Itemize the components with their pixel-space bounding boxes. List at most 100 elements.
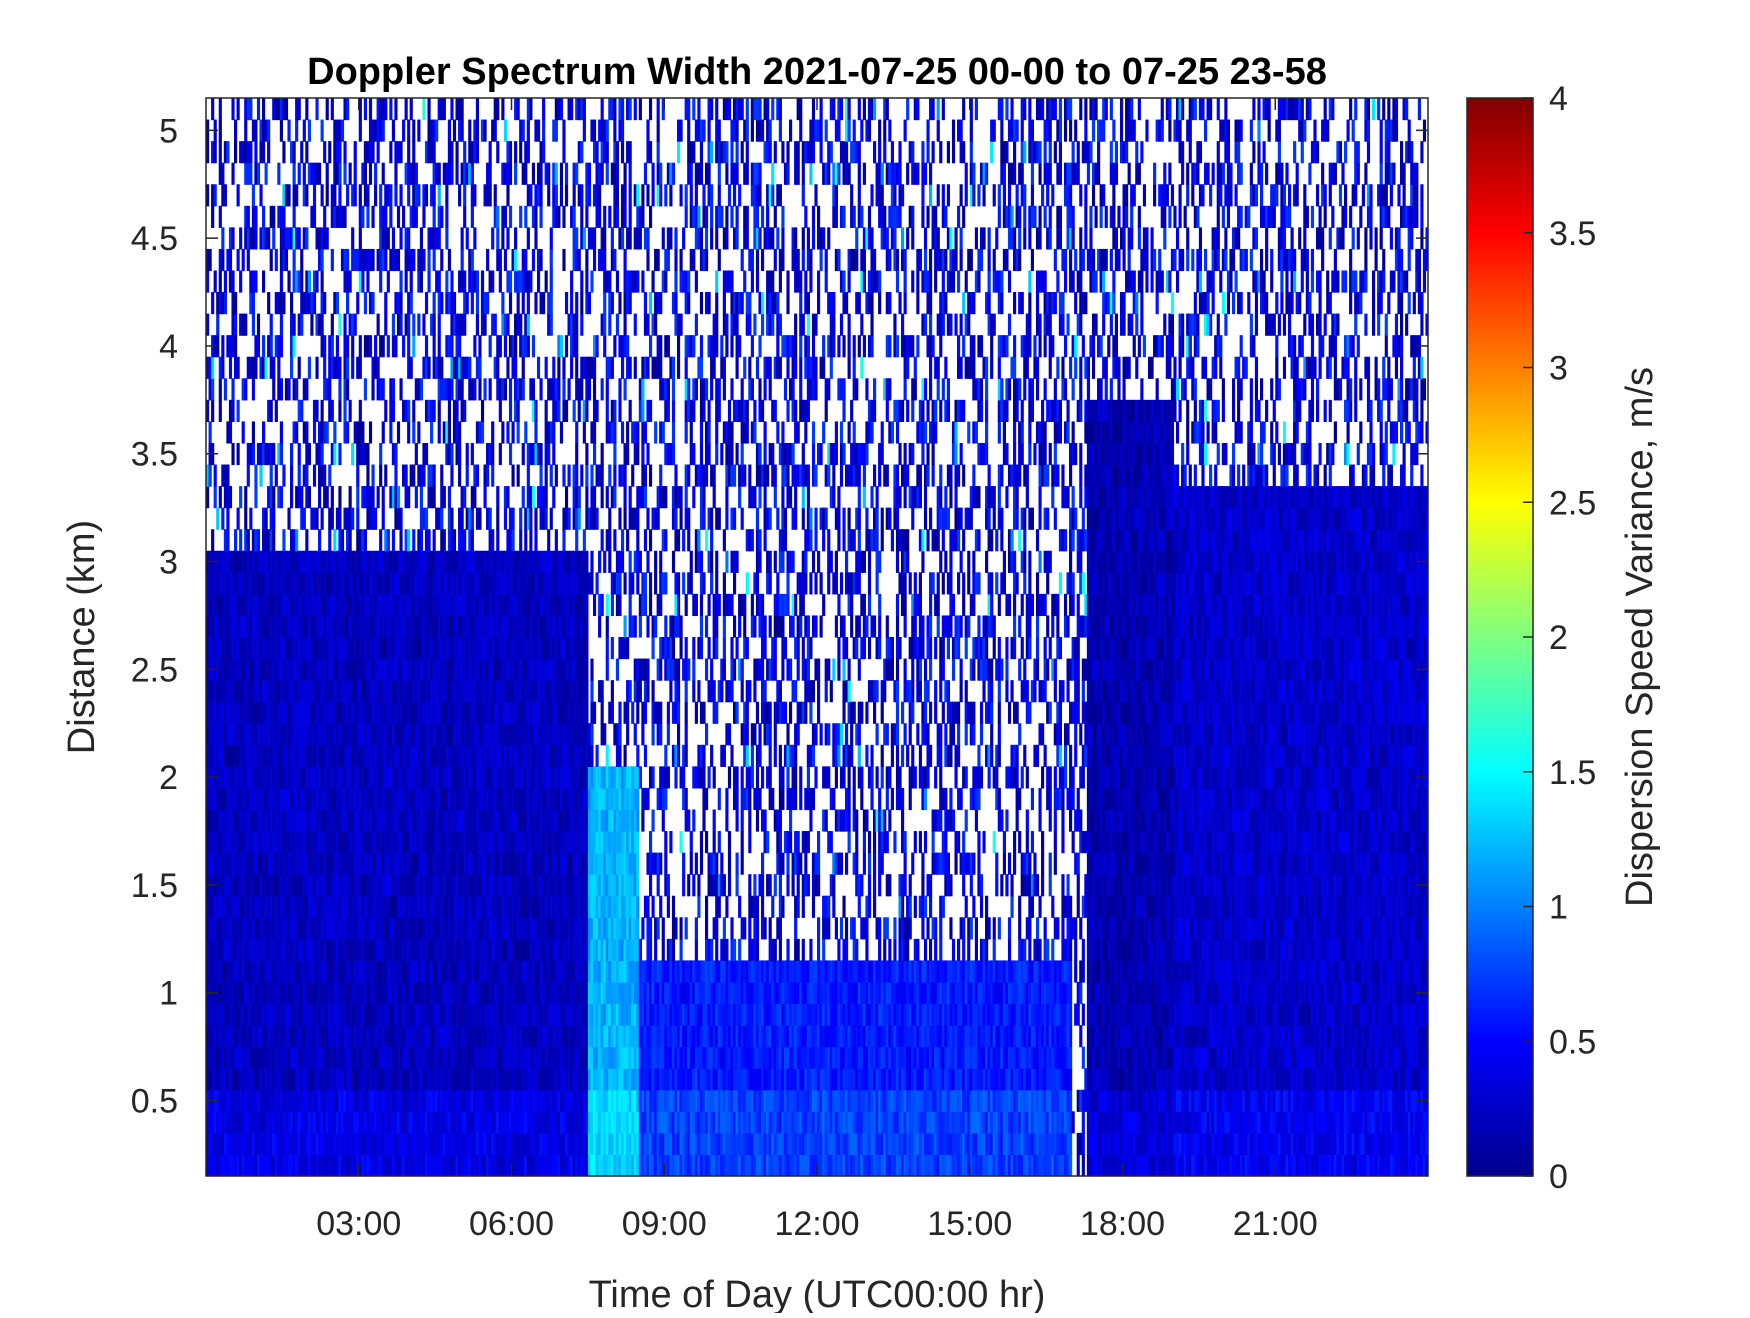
heatmap-cell	[389, 1132, 393, 1156]
heatmap-cell	[269, 960, 273, 983]
heatmap-cell	[333, 442, 337, 466]
heatmap-cell	[404, 1003, 408, 1026]
heatmap-cell	[363, 335, 367, 358]
heatmap-cell	[486, 593, 490, 617]
heatmap-cell	[483, 1025, 487, 1048]
heatmap-cell	[404, 486, 408, 509]
heatmap-cell	[284, 744, 289, 767]
heatmap-cell	[333, 205, 337, 228]
heatmap-cell	[422, 960, 426, 983]
heatmap-cell	[381, 1046, 385, 1069]
heatmap-cell	[356, 1089, 360, 1112]
heatmap-cell	[399, 529, 403, 552]
heatmap-cell	[267, 658, 271, 681]
heatmap-cell	[430, 227, 434, 250]
heatmap-cell	[435, 550, 439, 573]
heatmap-cell	[262, 507, 266, 530]
heatmap-cell	[295, 550, 299, 573]
heatmap-cell	[407, 313, 411, 336]
heatmap-cell	[287, 507, 291, 530]
heatmap-cell	[333, 874, 337, 897]
heatmap-cell	[297, 98, 301, 121]
heatmap-cell	[389, 593, 393, 617]
heatmap-cell	[279, 852, 283, 875]
heatmap-cell	[272, 938, 276, 961]
heatmap-cell	[475, 593, 480, 617]
heatmap-cell	[491, 831, 495, 854]
heatmap-cell	[234, 1025, 238, 1048]
heatmap-cell	[427, 744, 431, 767]
heatmap-cell	[430, 874, 434, 897]
heatmap-cell	[396, 205, 401, 228]
heatmap-cell	[480, 938, 485, 961]
heatmap-cell	[501, 680, 505, 703]
heatmap-cell	[223, 1025, 227, 1048]
heatmap-cell	[409, 701, 413, 724]
heatmap-cell	[206, 615, 210, 638]
heatmap-cell	[508, 1132, 513, 1156]
heatmap-cell	[279, 1154, 283, 1176]
heatmap-cell	[475, 981, 480, 1005]
heatmap-cell	[519, 119, 523, 142]
heatmap-cell	[445, 205, 449, 228]
heatmap-cell	[379, 809, 383, 832]
heatmap-cell	[279, 572, 283, 595]
heatmap-cell	[348, 938, 352, 961]
heatmap-cell	[491, 1111, 495, 1134]
heatmap-cell	[335, 1025, 339, 1048]
heatmap-cell	[274, 1132, 278, 1156]
heatmap-cell	[478, 744, 482, 767]
heatmap-cell	[384, 831, 388, 854]
heatmap-cell	[458, 1003, 462, 1026]
heatmap-cell	[384, 809, 388, 832]
heatmap-cell	[407, 1025, 411, 1048]
heatmap-cell	[399, 723, 403, 746]
heatmap-cell	[287, 1046, 291, 1069]
heatmap-cell	[486, 637, 490, 660]
heatmap-cell	[284, 809, 289, 832]
heatmap-cell	[351, 442, 355, 466]
heatmap-cell	[394, 658, 398, 681]
heatmap-cell	[234, 723, 238, 746]
heatmap-cell	[506, 981, 510, 1005]
heatmap-cell	[452, 399, 457, 422]
heatmap-cell	[422, 248, 426, 272]
heatmap-cell	[442, 787, 446, 811]
heatmap-cell	[491, 421, 495, 444]
heatmap-cell	[256, 1068, 261, 1091]
heatmap-cell	[366, 831, 370, 854]
heatmap-cell	[514, 787, 518, 811]
heatmap-cell	[310, 572, 314, 595]
heatmap-cell	[526, 593, 530, 617]
heatmap-cell	[452, 356, 457, 379]
heatmap-cell	[234, 809, 238, 832]
heatmap-cell	[496, 658, 500, 681]
heatmap-cell	[277, 486, 281, 509]
heatmap-cell	[470, 658, 474, 681]
heatmap-cell	[524, 938, 528, 961]
heatmap-cell	[529, 1089, 533, 1112]
heatmap-cell	[356, 637, 360, 660]
heatmap-cell	[335, 723, 339, 746]
heatmap-cell	[256, 1003, 261, 1026]
heatmap-cell	[315, 766, 319, 789]
heatmap-cell	[534, 572, 538, 595]
heatmap-cell	[514, 1068, 518, 1091]
heatmap-cell	[328, 658, 332, 681]
heatmap-cell	[458, 723, 462, 746]
heatmap-cell	[508, 809, 513, 832]
heatmap-cell	[356, 1003, 360, 1026]
heatmap-cell	[328, 787, 332, 811]
heatmap-cell	[272, 615, 276, 638]
heatmap-cell	[529, 442, 533, 466]
heatmap-cell	[417, 658, 421, 681]
heatmap-cell	[335, 593, 339, 617]
heatmap-cell	[478, 507, 482, 530]
heatmap-cell	[391, 1089, 395, 1112]
heatmap-cell	[279, 205, 283, 228]
heatmap-cell	[208, 248, 212, 272]
heatmap-cell	[374, 1089, 378, 1112]
heatmap-cell	[330, 1132, 334, 1156]
heatmap-cell	[465, 1046, 469, 1069]
heatmap-cell	[379, 1068, 383, 1091]
